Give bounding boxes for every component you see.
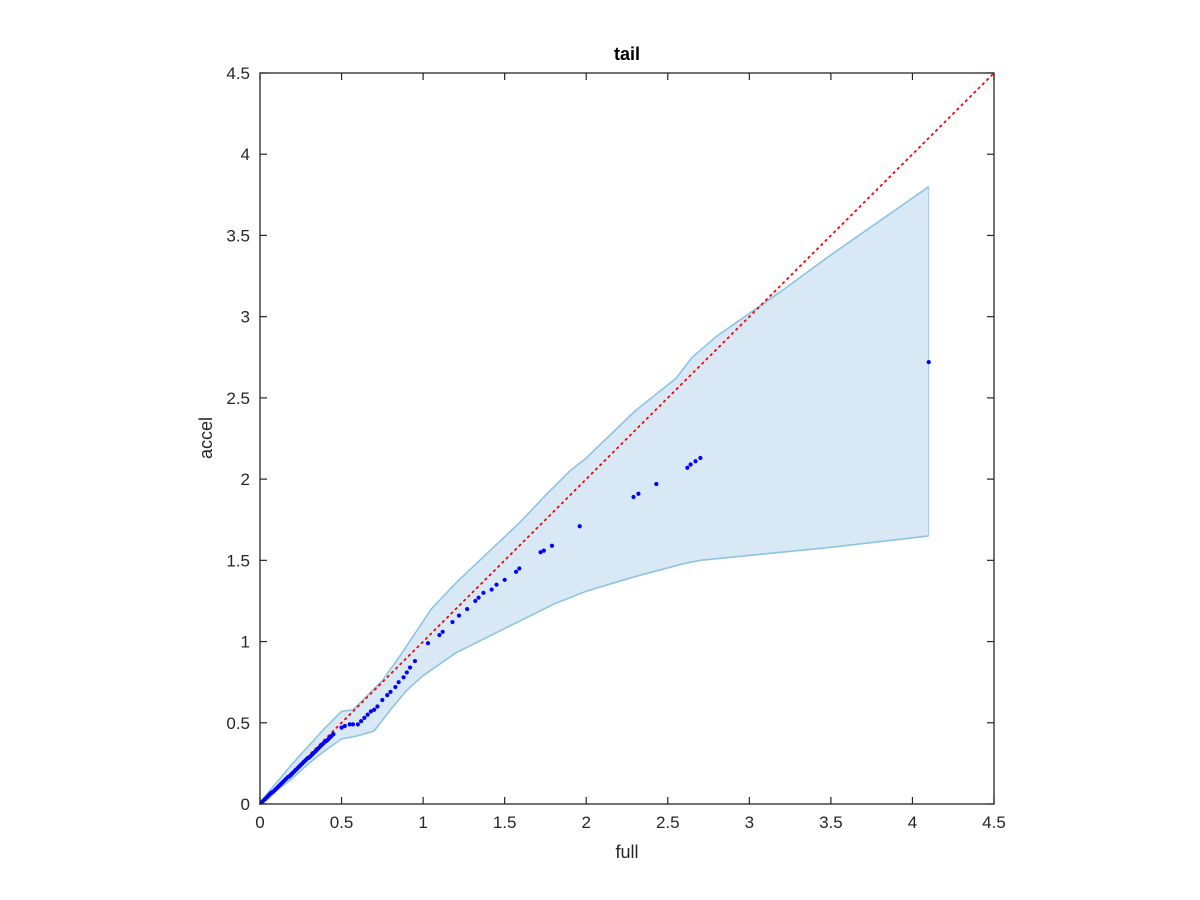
confidence-band-fill <box>260 186 929 804</box>
data-point <box>517 566 522 571</box>
data-point <box>685 465 690 470</box>
x-tick-label: 2 <box>581 813 590 832</box>
x-tick-label: 1.5 <box>493 813 517 832</box>
data-point <box>698 455 703 461</box>
data-point <box>339 725 344 730</box>
data-point <box>342 723 347 729</box>
x-axis-label: full <box>615 842 638 862</box>
data-point <box>476 595 481 600</box>
x-tick-label: 3 <box>745 813 754 832</box>
y-tick-label: 0.5 <box>226 714 250 733</box>
data-points-layer <box>259 360 931 805</box>
data-point <box>494 582 499 587</box>
data-point <box>404 670 409 675</box>
data-point <box>636 491 641 496</box>
data-point <box>631 494 636 500</box>
x-tick-label: 4.5 <box>982 813 1006 832</box>
data-point <box>350 722 356 727</box>
data-point <box>331 732 336 737</box>
data-point <box>450 619 455 625</box>
data-point <box>425 641 431 646</box>
data-point <box>375 704 380 709</box>
reference-line-layer <box>259 72 995 805</box>
data-point <box>396 680 401 685</box>
confidence-band-upper-edge <box>259 186 930 805</box>
identity-reference-line <box>259 72 995 805</box>
data-point <box>362 715 367 721</box>
confidence-band-lower-edge <box>259 535 929 805</box>
data-point <box>538 550 543 555</box>
data-point <box>355 722 360 727</box>
data-point <box>465 606 470 612</box>
y-tick-label: 1 <box>241 633 250 652</box>
axes-box <box>259 72 995 805</box>
data-point <box>365 712 370 717</box>
y-tick-label: 3 <box>241 308 250 327</box>
data-point <box>437 632 442 638</box>
data-point <box>393 684 398 690</box>
y-tick-label: 3.5 <box>226 226 250 245</box>
data-point <box>372 707 377 712</box>
y-tick-label: 0 <box>241 795 250 814</box>
data-point <box>577 524 582 529</box>
y-tick-label: 4 <box>241 145 250 164</box>
data-point <box>407 665 413 670</box>
x-tick-label: 0.5 <box>330 813 354 832</box>
x-tick-label: 1 <box>418 813 427 832</box>
data-point <box>401 675 406 680</box>
data-point <box>549 543 555 548</box>
data-point <box>368 709 374 714</box>
y-tick-label: 1.5 <box>226 551 250 570</box>
data-point <box>654 481 659 487</box>
data-point <box>693 459 698 464</box>
data-point <box>489 587 494 592</box>
confidence-band-layer <box>259 186 930 805</box>
data-point <box>385 693 390 698</box>
x-tick-label: 2.5 <box>656 813 680 832</box>
y-tick-label: 2.5 <box>226 389 250 408</box>
data-point <box>541 548 546 553</box>
y-tick-label: 4.5 <box>226 64 250 83</box>
data-point <box>412 658 418 664</box>
data-point <box>347 722 352 727</box>
data-point <box>456 613 462 618</box>
data-point <box>380 697 385 703</box>
data-point <box>502 577 507 582</box>
data-point <box>513 569 519 574</box>
ticks-layer: 0 0.5 1 1.5 2 2.5 3 3.5 4 4.5 0 0.5 1 1.5 2 2.5 3 3.5 4 4.5 <box>226 64 1005 832</box>
data-point <box>481 590 486 595</box>
data-point <box>926 360 931 365</box>
x-tick-label: 4 <box>908 813 917 832</box>
data-point <box>388 689 393 695</box>
chart-title: tail <box>614 44 640 64</box>
data-point <box>473 598 478 604</box>
x-tick-label: 0 <box>255 813 264 832</box>
data-point <box>440 629 445 634</box>
x-tick-label: 3.5 <box>819 813 843 832</box>
y-axis-label: accel <box>196 417 216 459</box>
data-point <box>688 462 693 467</box>
y-tick-label: 2 <box>241 470 250 489</box>
data-point <box>359 719 364 724</box>
